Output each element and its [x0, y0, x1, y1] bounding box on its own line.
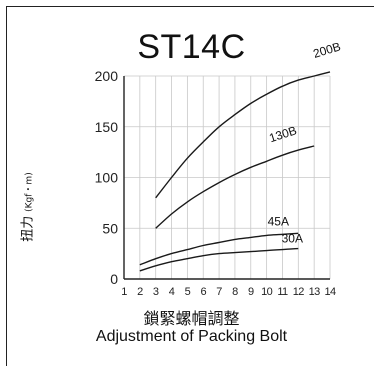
y-tick-label: 50	[102, 220, 118, 236]
chart-frame	[6, 6, 374, 366]
x-tick-label: 13	[309, 286, 321, 298]
x-tick-label: 3	[153, 286, 159, 298]
x-tick-label: 6	[200, 286, 206, 298]
series-label-200b: 200B	[311, 39, 342, 60]
x-tick-label: 1	[121, 286, 127, 298]
x-axis-label-cjk: 鎖緊螺帽調整	[143, 309, 240, 328]
x-tick-label: 2	[137, 286, 143, 298]
x-tick-label: 10	[261, 286, 273, 298]
x-tick-label: 11	[277, 286, 288, 298]
x-tick-label: 8	[232, 286, 238, 298]
y-tick-label: 100	[95, 170, 119, 186]
series-line-45a	[139, 232, 299, 266]
x-tick-label: 7	[216, 286, 222, 298]
series-line-30a	[139, 247, 299, 272]
x-tick-label: 14	[324, 286, 336, 298]
y-tick-label: 200	[95, 68, 119, 84]
x-tick-label: 5	[185, 286, 191, 298]
x-tick-label: 9	[248, 286, 254, 298]
series-line-130b	[155, 145, 315, 229]
x-tick-label: 4	[169, 286, 175, 298]
x-axis-label: Adjustment of Packing Bolt	[95, 328, 288, 345]
y-tick-label: 0	[110, 271, 118, 287]
series-line-200b	[155, 71, 331, 199]
series-label-45a: 45A	[268, 214, 289, 228]
series-label-30a: 30A	[282, 232, 303, 246]
chart-title: ST14C	[137, 28, 246, 66]
x-tick-label: 12	[293, 286, 305, 298]
y-tick-label: 150	[95, 119, 119, 135]
